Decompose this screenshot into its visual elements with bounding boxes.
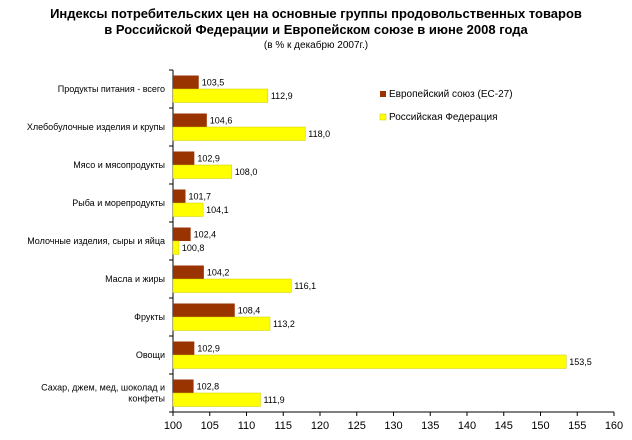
value-label-rf: 100,8 bbox=[182, 243, 205, 253]
value-label-rf: 104,1 bbox=[206, 205, 229, 215]
bar-eu bbox=[173, 75, 199, 89]
x-tick-label: 115 bbox=[274, 420, 292, 432]
bar-rf bbox=[172, 88, 269, 103]
chart-title-line-1: Индексы потребительских цен на основные … bbox=[50, 6, 582, 21]
legend-label-eu: Европейский союз (ЕС-27) bbox=[389, 89, 513, 100]
bar-eu bbox=[173, 341, 195, 355]
x-tick-label: 135 bbox=[421, 420, 439, 432]
bar-eu bbox=[173, 303, 235, 317]
category-label: Молочные изделия, сыры и яйца bbox=[27, 236, 165, 246]
x-tick-label: 105 bbox=[201, 420, 219, 432]
bar-eu bbox=[173, 227, 191, 241]
category-label: Сахар, джем, мед, шоколад и bbox=[41, 383, 165, 393]
value-label-eu: 101,7 bbox=[188, 191, 211, 201]
bar-rf bbox=[172, 202, 204, 217]
x-tick-label: 150 bbox=[531, 420, 549, 432]
value-label-eu: 104,2 bbox=[207, 267, 230, 277]
category-label: Фрукты bbox=[134, 312, 165, 322]
bar-eu bbox=[173, 379, 194, 393]
legend-label-rf: Российская Федерация bbox=[389, 112, 498, 123]
bar-rf bbox=[172, 240, 180, 255]
x-tick-label: 155 bbox=[568, 420, 586, 432]
bar-rf bbox=[172, 316, 271, 331]
x-tick-label: 160 bbox=[605, 420, 623, 432]
category-label: Мясо и мясопродукты bbox=[73, 160, 165, 170]
value-label-eu: 103,5 bbox=[202, 77, 225, 87]
value-label-rf: 153,5 bbox=[569, 357, 592, 367]
value-label-eu: 104,6 bbox=[210, 115, 233, 125]
legend-swatch-eu bbox=[380, 91, 386, 97]
value-label-eu: 102,9 bbox=[197, 153, 220, 163]
chart-title-block: Индексы потребительских цен на основные … bbox=[0, 6, 632, 53]
value-label-eu: 102,4 bbox=[194, 229, 217, 239]
bar-rf bbox=[172, 164, 233, 179]
bar-rf bbox=[172, 126, 306, 141]
value-label-eu: 102,9 bbox=[197, 343, 220, 353]
bar-eu bbox=[173, 113, 207, 127]
category-label: Продукты питания - всего bbox=[58, 84, 165, 94]
chart-title-line-2: в Российской Федерации и Европейском сою… bbox=[104, 22, 528, 37]
value-label-eu: 102,8 bbox=[197, 381, 220, 391]
bar-eu bbox=[173, 265, 204, 279]
category-label: Овощи bbox=[136, 350, 165, 360]
chart-subtitle: (в % к декабрю 2007г.) bbox=[263, 40, 369, 51]
value-label-rf: 112,9 bbox=[271, 91, 293, 101]
value-label-eu: 108,4 bbox=[238, 305, 261, 315]
bar-eu bbox=[173, 189, 186, 203]
x-tick-label: 110 bbox=[238, 420, 256, 432]
value-label-rf: 118,0 bbox=[308, 129, 330, 139]
category-label: Масла и жиры bbox=[105, 274, 165, 284]
category-label: Хлебобулочные изделия и крупы bbox=[27, 122, 165, 132]
x-tick-label: 125 bbox=[348, 420, 366, 432]
x-tick-label: 145 bbox=[495, 420, 513, 432]
value-label-rf: 111,9 bbox=[263, 395, 284, 405]
x-tick-label: 130 bbox=[384, 420, 402, 432]
value-label-rf: 116,1 bbox=[294, 281, 316, 291]
legend-swatch-rf bbox=[379, 113, 387, 121]
bar-rf bbox=[172, 278, 292, 293]
bar-rf bbox=[172, 392, 261, 407]
x-tick-label: 120 bbox=[311, 420, 329, 432]
x-tick-label: 100 bbox=[164, 420, 182, 432]
category-label: конфеты bbox=[128, 394, 165, 404]
value-label-rf: 113,2 bbox=[273, 319, 295, 329]
bar-rf bbox=[172, 354, 567, 369]
category-label: Рыба и морепродукты bbox=[72, 198, 165, 208]
x-tick-label: 140 bbox=[458, 420, 476, 432]
value-label-rf: 108,0 bbox=[235, 167, 258, 177]
bar-eu bbox=[173, 151, 195, 165]
